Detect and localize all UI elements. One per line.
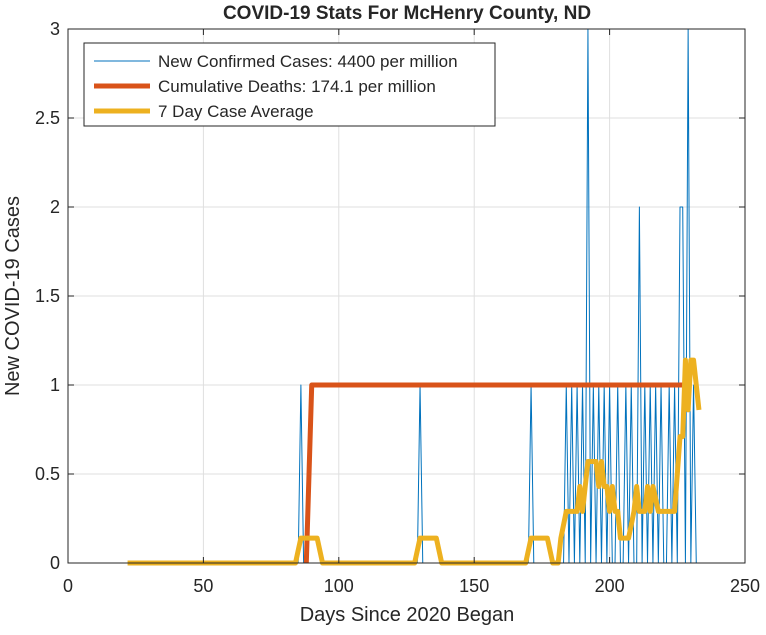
x-tick-label: 250 [730, 576, 760, 596]
x-tick-label: 0 [63, 576, 73, 596]
legend-label-1: New Confirmed Cases: 4400 per million [158, 52, 458, 71]
y-axis-label: New COVID-19 Cases [2, 196, 24, 396]
y-tick-label: 0.5 [35, 464, 60, 484]
y-tick-label: 1.5 [35, 286, 60, 306]
legend: New Confirmed Cases: 4400 per million Cum… [83, 42, 496, 127]
legend-box [83, 42, 496, 127]
x-tick-label: 100 [324, 576, 354, 596]
legend-label-3: 7 Day Case Average [158, 102, 314, 121]
y-tick-label: 3 [50, 19, 60, 39]
x-tick-label: 50 [193, 576, 213, 596]
series-line-3 [127, 357, 702, 566]
y-tick-label: 1 [50, 375, 60, 395]
series-line-2 [303, 382, 686, 564]
y-tick-label: 0 [50, 553, 60, 573]
chart-title: COVID-19 Stats For McHenry County, ND [223, 3, 591, 24]
x-tick-label: 200 [595, 576, 625, 596]
x-axis-label: Days Since 2020 Began [300, 604, 515, 626]
legend-label-2: Cumulative Deaths: 174.1 per million [158, 77, 436, 96]
axes [67, 28, 746, 564]
y-tick-label: 2 [50, 197, 60, 217]
x-tick-label: 150 [459, 576, 489, 596]
tick-labels: 0 50 100 150 200 250 0 0.5 1 1.5 2 2.5 3 [35, 19, 760, 596]
y-tick-label: 2.5 [35, 108, 60, 128]
